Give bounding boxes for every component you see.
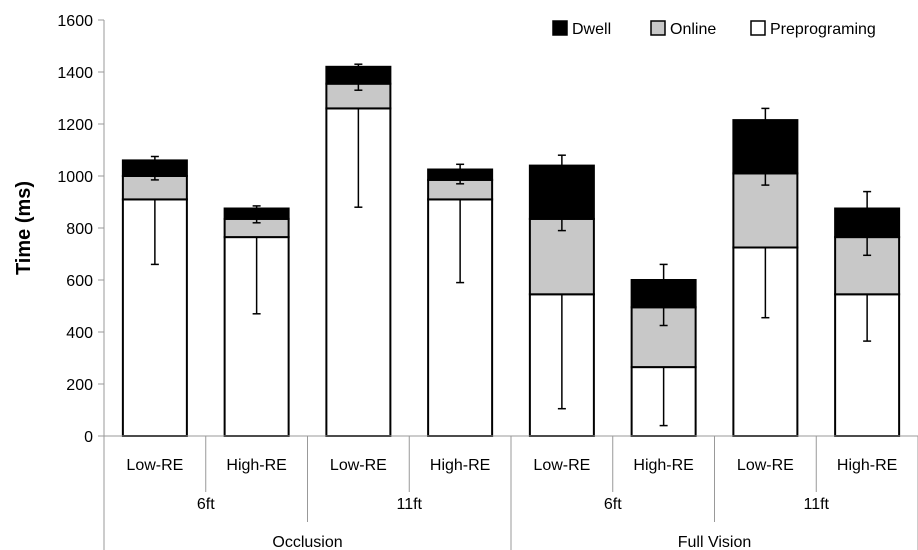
error-bars <box>150 63 872 427</box>
y-tick-label: 1200 <box>57 117 93 134</box>
legend-swatch-dwell <box>552 20 568 36</box>
legend-swatch-online <box>650 20 666 36</box>
y-tick-label: 200 <box>66 377 93 394</box>
x-condition-group-label: Full Vision <box>678 534 752 550</box>
legend-swatch-preprograming <box>750 20 766 36</box>
y-tick-label: 1400 <box>57 65 93 82</box>
x-condition-group-label: Occlusion <box>272 534 342 550</box>
y-tick-label: 1600 <box>57 13 93 30</box>
legend-label-dwell: Dwell <box>572 21 611 38</box>
x-category-label: Low-RE <box>737 457 794 474</box>
y-tick-label: 800 <box>66 221 93 238</box>
x-category-label: High-RE <box>837 457 897 474</box>
x-category-label: High-RE <box>430 457 490 474</box>
legend: Dwell Online Preprograming <box>552 20 876 38</box>
y-axis-title: Time (ms) <box>13 181 35 275</box>
y-tick-label: 400 <box>66 325 93 342</box>
x-category-label: Low-RE <box>330 457 387 474</box>
x-distance-group-label: 6ft <box>604 496 622 513</box>
x-category-label: High-RE <box>226 457 286 474</box>
x-distance-group-label: 11ft <box>397 496 423 513</box>
x-distance-group-label: 11ft <box>804 496 830 513</box>
y-tick-label: 600 <box>66 273 93 290</box>
y-tick-label: 1000 <box>57 169 93 186</box>
y-axis: 0 200 400 600 800 1000 1200 1400 1600 <box>57 13 105 446</box>
y-tick-label: 0 <box>84 429 93 446</box>
bar-online-4 <box>528 217 595 296</box>
x-category-label: High-RE <box>633 457 693 474</box>
legend-label-online: Online <box>670 21 716 38</box>
x-distance-group-label: 6ft <box>197 496 215 513</box>
x-axis: Low-RE High-RE Low-RE High-RE Low-RE High-RE L… <box>103 435 918 550</box>
x-category-label: Low-RE <box>126 457 183 474</box>
x-category-label: Low-RE <box>533 457 590 474</box>
bar-stacks <box>121 65 901 438</box>
legend-label-preprograming: Preprograming <box>770 21 876 38</box>
